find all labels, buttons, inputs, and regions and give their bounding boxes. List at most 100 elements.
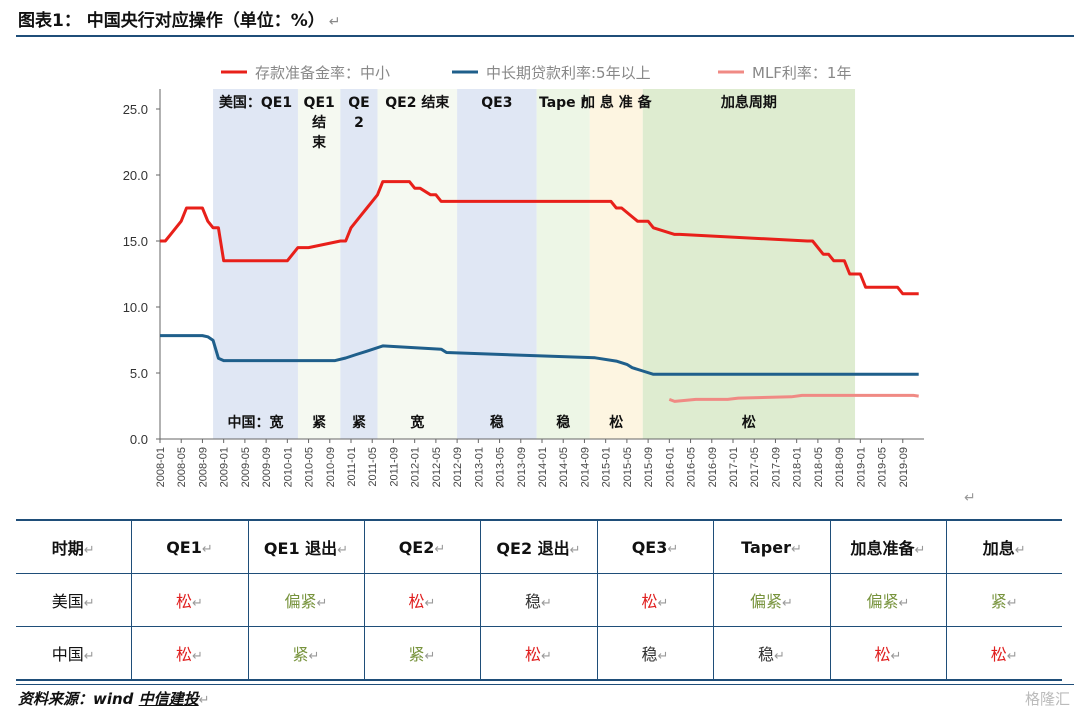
- series-line: [160, 180, 919, 296]
- x-tick-label: 2016-09: [707, 447, 719, 487]
- return-mark: ↵: [198, 693, 210, 708]
- x-tick-label: 2010-05: [304, 447, 316, 487]
- stance-cell: 紧↵: [945, 573, 1062, 627]
- period-label: QE1: [304, 95, 335, 111]
- header-cell: QE1↵: [130, 519, 248, 574]
- source-prefix: 资料来源：wind: [18, 690, 139, 708]
- header-cell: QE2 退出↵: [479, 519, 597, 574]
- return-mark: ↵: [774, 649, 785, 664]
- row-label-cell: 美国↵: [16, 573, 131, 627]
- stance-cell: 松↵: [130, 626, 248, 681]
- x-tick-label: 2012-01: [410, 447, 422, 487]
- header-cell: QE2↵: [363, 519, 480, 574]
- stance-cell: 偏紧↵: [712, 573, 830, 627]
- header-cell-period: 时期↵: [16, 519, 131, 574]
- x-tick-label: 2015-01: [601, 447, 613, 487]
- stance-cell: 紧↵: [363, 626, 480, 681]
- figure-title: 图表1： 中国央行对应操作（单位：%） ↵: [18, 6, 341, 31]
- stance-cell: 松↵: [130, 573, 248, 627]
- x-tick-label: 2009-09: [261, 447, 273, 487]
- china-stance-label: 稳: [556, 414, 570, 431]
- stance-cell: 松↵: [829, 626, 946, 681]
- period-label: 结: [312, 114, 326, 131]
- return-mark: ↵: [541, 596, 552, 611]
- x-tick-label: 2017-09: [770, 447, 782, 487]
- period-band: [297, 89, 341, 439]
- x-tick-label: 2013-09: [516, 447, 528, 487]
- table-row: 美国↵ 松↵ 偏紧↵ 松↵ 稳↵ 松↵ 偏紧↵ 偏紧↵ 紧↵: [16, 573, 1062, 627]
- return-mark: ↵: [201, 541, 213, 557]
- x-tick-label: 2010-01: [282, 447, 294, 487]
- header-cell: Taper↵: [712, 519, 830, 574]
- legend-label: 中长期贷款利率:5年以上: [486, 64, 651, 82]
- x-tick-label: 2009-01: [219, 447, 231, 487]
- header-cell: QE1 退出↵: [247, 519, 364, 574]
- x-tick-label: 2008-09: [197, 447, 209, 487]
- x-tick-label: 2019-09: [898, 447, 910, 487]
- stance-cell: 稳↵: [479, 573, 597, 627]
- source-signature: 中信建投: [138, 690, 199, 708]
- china-stance-label: 稳: [490, 414, 504, 431]
- period-label: Tape r: [539, 95, 588, 111]
- period-band: [457, 89, 537, 439]
- return-mark: ↵: [192, 649, 203, 664]
- policy-rate-chart: 存款准备金率：中小 中长期贷款利率:5年以上 MLF利率：1年 0.0 5.0 10.0 1…: [123, 64, 924, 487]
- china-stance-label: 宽: [410, 414, 424, 431]
- return-mark: ↵: [790, 541, 802, 557]
- return-mark: ↵: [1006, 596, 1018, 611]
- stance-cell: 偏紧↵: [247, 573, 364, 627]
- x-tick-label: 2011-01: [346, 447, 358, 487]
- x-tick-label: 2012-09: [452, 447, 464, 487]
- watermark-text: 格隆汇: [1024, 690, 1070, 708]
- return-mark: ↵: [424, 596, 436, 611]
- x-tick-label: 2017-05: [749, 447, 761, 487]
- period-label: 美国：QE1: [219, 94, 292, 111]
- policy-comparison-table: 时期↵ QE1↵ QE1 退出↵ QE2↵ QE2 退出↵ QE3↵ Taper↵ 加息准备↵…: [16, 519, 1062, 681]
- return-mark: ↵: [434, 541, 446, 557]
- y-tick-label: 5.0: [130, 366, 148, 381]
- title-divider: [16, 35, 1074, 37]
- legend-label: 存款准备金率：中小: [255, 64, 390, 82]
- return-mark: ↵: [328, 14, 341, 30]
- header-cell: 加息准备↵: [829, 519, 946, 574]
- return-mark: ↵: [83, 543, 95, 558]
- period-label: 加息周期: [720, 94, 777, 111]
- figure-title-text: 图表1： 中国央行对应操作（单位：%）: [18, 11, 325, 31]
- x-tick-label: 2008-01: [155, 447, 167, 487]
- x-tick-label: 2013-05: [495, 447, 507, 487]
- x-tick-label: 2018-09: [834, 447, 846, 487]
- period-band: [589, 89, 643, 439]
- y-tick-label: 0.0: [130, 432, 148, 447]
- china-stance-label: 中国：宽: [228, 414, 284, 431]
- stance-cell: 松↵: [596, 573, 713, 627]
- x-tick-label: 2019-05: [877, 447, 889, 487]
- x-tick-label: 2012-05: [431, 447, 443, 487]
- stance-cell: 偏紧↵: [829, 573, 946, 627]
- row-label-cell: 中国↵: [16, 626, 131, 681]
- return-mark: ↵: [192, 596, 203, 611]
- legend-label: MLF利率：1年: [752, 64, 851, 82]
- x-tick-label: 2010-09: [325, 447, 337, 487]
- stance-cell: 松↵: [945, 626, 1062, 681]
- china-stance-label: 松: [742, 414, 756, 431]
- header-cell: QE3↵: [596, 519, 713, 574]
- stance-cell: 紧↵: [247, 626, 364, 681]
- paragraph-mark: ↵: [964, 490, 976, 506]
- x-tick-label: 2014-01: [537, 447, 549, 487]
- china-stance-label: 紧: [312, 415, 326, 431]
- header-cell: 加息↵: [945, 519, 1062, 574]
- return-mark: ↵: [898, 596, 910, 611]
- y-tick-label: 20.0: [123, 168, 148, 183]
- stance-cell: 松↵: [363, 573, 480, 627]
- return-mark: ↵: [1014, 543, 1026, 558]
- x-tick-label: 2009-05: [240, 447, 252, 487]
- period-label: QE3: [481, 95, 512, 111]
- bottom-divider: [16, 684, 1074, 685]
- x-tick-label: 2014-05: [558, 447, 570, 487]
- return-mark: ↵: [83, 596, 95, 611]
- return-mark: ↵: [569, 543, 581, 558]
- return-mark: ↵: [337, 543, 349, 558]
- stance-cell: 松↵: [479, 626, 597, 681]
- x-tick-label: 2013-01: [473, 447, 485, 487]
- x-tick-label: 2011-05: [367, 447, 379, 487]
